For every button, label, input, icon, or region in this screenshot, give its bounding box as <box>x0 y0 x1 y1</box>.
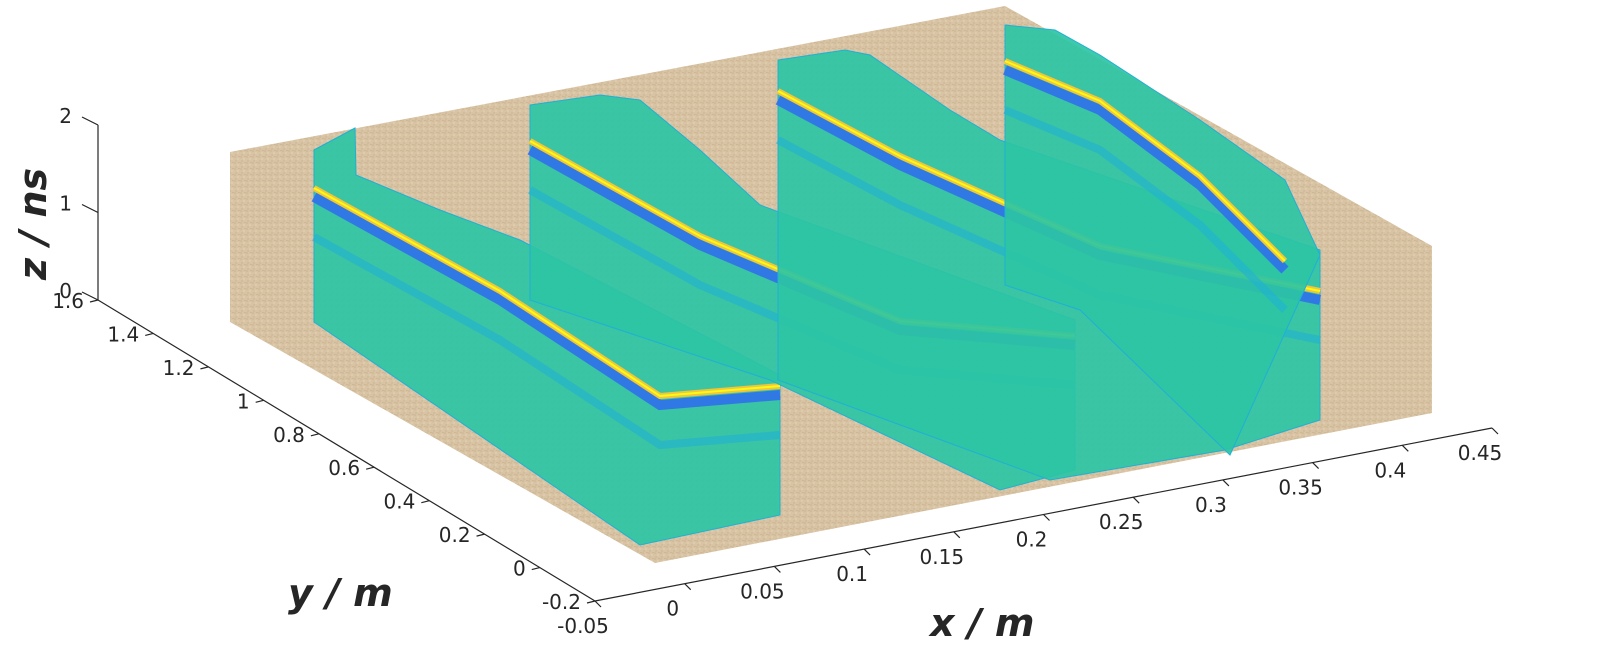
x-tick-label: 0.25 <box>1099 510 1144 534</box>
z-axis-ticks: 0 1 2 <box>59 104 99 303</box>
reflection-band-low <box>311 192 781 411</box>
z-tick-label: 1 <box>59 192 72 216</box>
x-tick: -0.05 <box>557 600 609 638</box>
x-tick-label: 0.1 <box>836 562 868 586</box>
reflection-band-peak <box>313 187 781 398</box>
y-tick: 0.6 <box>328 456 375 480</box>
z-tick: 2 <box>59 104 99 128</box>
y-axis-line <box>97 299 596 602</box>
x-tick-label: 0.2 <box>1016 528 1048 552</box>
x-tick: 0.1 <box>836 548 871 586</box>
radargram-sections <box>311 24 1322 546</box>
x-tick-label: -0.05 <box>557 614 609 638</box>
y-tick: 1.4 <box>107 322 154 346</box>
x-tick: 0.4 <box>1374 444 1409 482</box>
y-tick: 1.6 <box>52 289 99 313</box>
x-axis-ticks: -0.05 0 0.05 0.1 0.15 0.2 0.25 0.3 0.35 0.4 0.45 <box>557 427 1503 638</box>
section-wall <box>1004 24 1321 456</box>
y-tick: 0.2 <box>439 523 485 547</box>
y-tick-label: 0.4 <box>384 490 416 514</box>
y-tick: 0.8 <box>273 423 320 447</box>
y-tick-label: 0.6 <box>328 456 360 480</box>
x-tick: 0.3 <box>1195 479 1230 517</box>
y-tick-label: 1.2 <box>163 356 195 380</box>
y-tick: 1.2 <box>163 356 209 380</box>
y-tick: 1 <box>237 389 264 413</box>
y-tick: 0 <box>513 557 540 581</box>
x-tick-label: 0.35 <box>1278 476 1323 500</box>
x-tick: 0.45 <box>1458 427 1503 465</box>
y-tick: 0.4 <box>384 490 430 514</box>
x-tick-label: 0 <box>666 597 679 621</box>
x-tick-label: 0.4 <box>1374 458 1406 482</box>
reflection-band-peak <box>1004 60 1286 262</box>
y-tick-label: 1.4 <box>107 322 139 346</box>
y-tick-label: 0.2 <box>439 523 471 547</box>
x-tick: 0 <box>666 583 692 621</box>
y-axis-ticks: -0.2 0 0.2 0.4 0.6 0.8 1 1.2 1.4 1.6 <box>52 289 596 614</box>
y-tick-label: 1.6 <box>52 289 84 313</box>
y-tick-label: 1 <box>237 389 250 413</box>
z-tick-label: 2 <box>59 104 72 128</box>
x-tick: 0.2 <box>1016 514 1050 552</box>
x-tick: 0.25 <box>1099 496 1144 534</box>
x-tick-label: 0.45 <box>1458 441 1503 465</box>
y-tick-label: 0.8 <box>273 423 305 447</box>
axes: -0.05 0 0.05 0.1 0.15 0.2 0.25 0.3 0.35 0.4 0.45 -… <box>52 104 1502 638</box>
x-tick: 0.35 <box>1278 462 1323 500</box>
reflection-band-low <box>1003 65 1289 274</box>
z-tick-label: 0 <box>59 279 72 303</box>
y-axis-label: y / m <box>288 571 393 615</box>
y-tick-label: 0 <box>513 557 526 581</box>
y-tick: -0.2 <box>542 590 596 614</box>
z-axis-label: z / ns <box>11 168 55 281</box>
x-tick-label: 0.05 <box>740 579 785 603</box>
section-4 <box>1003 24 1321 456</box>
x-axis-label: x / m <box>928 601 1034 645</box>
section-1 <box>311 127 781 546</box>
x-tick: 0.15 <box>920 531 965 569</box>
reflection-band-deep <box>1003 106 1288 313</box>
x-tick-label: 0.3 <box>1195 493 1227 517</box>
y-tick-label: -0.2 <box>542 590 581 614</box>
x-tick: 0.05 <box>740 565 785 603</box>
x-tick-label: 0.15 <box>920 545 965 569</box>
z-tick: 0 <box>59 279 99 303</box>
reflection-band-deep <box>312 233 781 450</box>
z-tick: 1 <box>59 192 99 216</box>
